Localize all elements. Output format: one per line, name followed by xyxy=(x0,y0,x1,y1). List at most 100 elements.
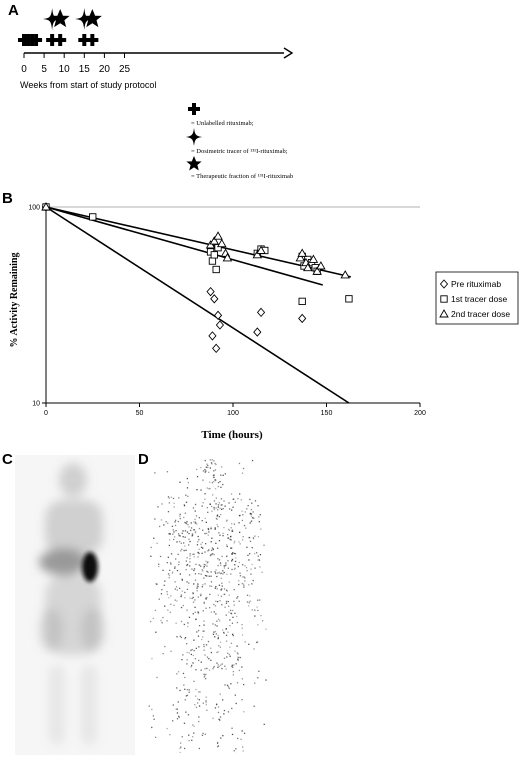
noise-dot xyxy=(181,659,183,661)
noise-dot xyxy=(215,503,217,505)
noise-dot xyxy=(189,565,191,567)
noise-dot xyxy=(233,664,235,666)
noise-dot xyxy=(214,630,217,633)
noise-dot xyxy=(231,665,233,668)
timeline-arrowhead xyxy=(283,47,294,59)
noise-dot xyxy=(185,569,187,571)
noise-dot xyxy=(231,529,233,531)
noise-dot xyxy=(202,584,204,586)
noise-dot xyxy=(228,529,230,531)
noise-dot xyxy=(254,535,256,537)
noise-dot xyxy=(216,620,218,622)
noise-dot xyxy=(241,627,243,629)
noise-dot xyxy=(262,620,264,622)
noise-dot xyxy=(158,565,160,568)
noise-dot xyxy=(238,580,240,582)
noise-dot xyxy=(215,572,217,574)
noise-dot xyxy=(227,537,229,539)
noise-dot xyxy=(181,532,183,534)
noise-dot xyxy=(161,503,163,505)
noise-dot xyxy=(191,648,193,651)
noise-dot xyxy=(212,623,214,625)
noise-dot xyxy=(250,568,252,570)
noise-dot xyxy=(236,621,238,624)
noise-dot xyxy=(179,481,181,483)
timeline-tick-label: 15 xyxy=(79,64,91,75)
noise-dot xyxy=(237,653,239,655)
point-triangle xyxy=(297,248,307,257)
noise-dot xyxy=(216,518,218,520)
noise-dot xyxy=(203,620,205,622)
noise-dot xyxy=(170,603,172,605)
noise-dot xyxy=(166,620,168,622)
point-triangle xyxy=(256,245,266,254)
noise-dot xyxy=(188,538,190,540)
noise-dot xyxy=(152,715,154,717)
noise-dot xyxy=(191,533,194,535)
noise-dot xyxy=(230,683,232,685)
noise-dot xyxy=(217,711,220,714)
noise-dot xyxy=(243,576,245,578)
noise-dot xyxy=(254,500,257,502)
noise-dot xyxy=(230,573,232,575)
noise-dot xyxy=(198,691,200,693)
noise-dot xyxy=(205,696,207,698)
noise-dot xyxy=(213,476,215,479)
noise-dot xyxy=(164,605,166,607)
noise-dot xyxy=(225,614,227,616)
noise-dot xyxy=(193,569,195,572)
noise-dot xyxy=(218,571,220,573)
noise-dot xyxy=(193,649,195,652)
noise-dot xyxy=(228,653,230,656)
noise-dot xyxy=(205,644,208,646)
noise-dot xyxy=(237,737,239,740)
noise-dot xyxy=(230,642,233,644)
noise-dot xyxy=(209,554,212,557)
noise-dot xyxy=(214,571,216,573)
noise-dot xyxy=(188,616,191,618)
noise-dot xyxy=(232,559,234,561)
noise-dot xyxy=(247,601,249,603)
noise-dot xyxy=(228,581,230,583)
noise-dot xyxy=(185,560,187,562)
point-diamond xyxy=(212,343,221,354)
point-triangle xyxy=(222,252,233,262)
noise-dot xyxy=(202,547,204,549)
noise-dot xyxy=(154,736,157,738)
noise-dot xyxy=(186,564,188,567)
noise-dot xyxy=(168,497,170,499)
noise-dot xyxy=(250,515,253,517)
noise-dot xyxy=(232,671,235,673)
noise-dot xyxy=(263,544,265,546)
noise-dot xyxy=(192,654,194,657)
panel-label-a: A xyxy=(8,2,19,19)
noise-dot xyxy=(217,664,219,666)
noise-dot xyxy=(243,584,245,587)
noise-dot xyxy=(191,739,193,741)
noise-dot xyxy=(254,567,256,569)
noise-dot xyxy=(170,563,172,565)
noise-dot xyxy=(217,572,219,574)
noise-dot xyxy=(174,521,176,523)
legend-tracer-label: = Dosimetric tracer of ¹³¹I-rituximab; xyxy=(191,148,288,155)
point-triangle xyxy=(295,252,306,262)
noise-dot xyxy=(219,641,222,643)
legend-rituximab-label: = Unlabelled rituximab; xyxy=(191,120,254,127)
noise-dot xyxy=(236,645,238,647)
noise-dot xyxy=(217,745,220,747)
noise-dot xyxy=(186,557,188,559)
noise-dot xyxy=(215,497,217,499)
noise-dot xyxy=(182,604,184,607)
noise-dot xyxy=(219,693,221,695)
point-diamond xyxy=(298,313,307,324)
noise-dot xyxy=(156,542,158,544)
noise-dot xyxy=(242,467,245,470)
noise-dot xyxy=(208,531,210,533)
noise-dot xyxy=(189,540,191,543)
noise-dot xyxy=(216,742,219,744)
noise-dot xyxy=(184,637,187,639)
noise-dot xyxy=(199,691,201,693)
noise-dot xyxy=(260,528,262,530)
noise-dot xyxy=(204,517,206,519)
noise-dot xyxy=(190,527,193,529)
